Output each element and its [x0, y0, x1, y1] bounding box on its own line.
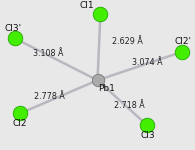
- Point: [13, 37, 16, 39]
- Point: [96, 79, 99, 81]
- Text: Cl3: Cl3: [141, 130, 156, 140]
- Text: Pb1: Pb1: [98, 84, 115, 93]
- Text: 3.074 Å: 3.074 Å: [132, 58, 162, 67]
- Text: 2.778 Å: 2.778 Å: [34, 92, 65, 101]
- Text: Cl2: Cl2: [12, 118, 27, 127]
- Text: 3.108 Å: 3.108 Å: [33, 49, 63, 58]
- Point: [19, 112, 22, 114]
- Text: 2.718 Å: 2.718 Å: [114, 100, 145, 109]
- Point: [99, 13, 102, 15]
- Point: [181, 51, 184, 53]
- Text: Cl2': Cl2': [175, 38, 192, 46]
- Text: Cl1: Cl1: [80, 2, 94, 10]
- Point: [146, 124, 149, 126]
- Text: 2.629 Å: 2.629 Å: [112, 37, 143, 46]
- Text: Cl3': Cl3': [4, 24, 21, 33]
